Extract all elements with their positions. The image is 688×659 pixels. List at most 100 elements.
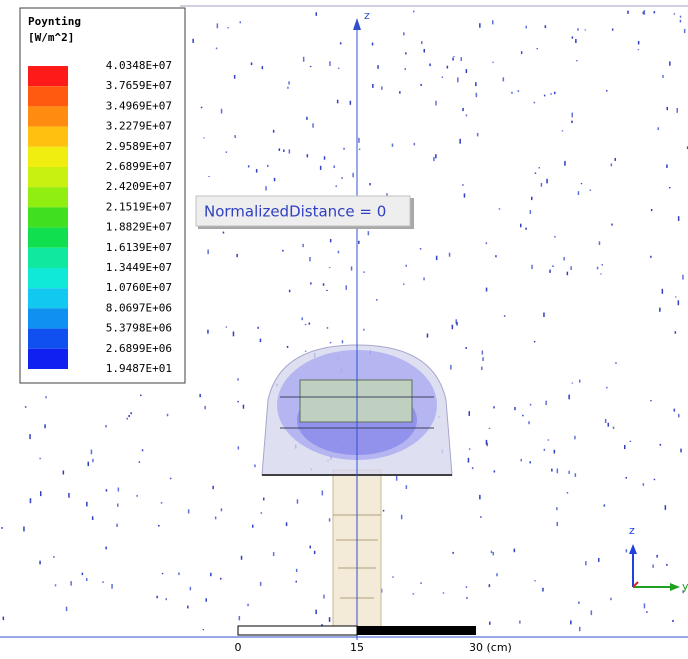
field-vector bbox=[630, 441, 632, 442]
field-vector bbox=[534, 580, 536, 581]
field-vector bbox=[139, 461, 141, 462]
field-vector bbox=[472, 467, 474, 469]
field-vector bbox=[465, 347, 467, 349]
field-vector bbox=[297, 499, 299, 503]
field-vector bbox=[289, 149, 291, 153]
field-vector bbox=[468, 458, 470, 463]
field-vector bbox=[452, 552, 454, 554]
field-vector bbox=[680, 20, 682, 23]
legend-swatch bbox=[28, 349, 68, 369]
field-vector bbox=[511, 92, 513, 94]
field-vector bbox=[598, 558, 600, 562]
field-vector bbox=[521, 51, 523, 54]
field-vector bbox=[406, 265, 408, 267]
field-vector bbox=[579, 627, 581, 631]
field-vector bbox=[572, 36, 574, 38]
field-vector bbox=[396, 476, 398, 481]
field-vector bbox=[486, 242, 488, 244]
field-vector bbox=[330, 239, 332, 242]
field-vector bbox=[624, 445, 626, 449]
field-vector bbox=[53, 556, 55, 557]
field-vector bbox=[238, 446, 240, 449]
field-vector bbox=[677, 108, 679, 113]
field-vector bbox=[669, 61, 671, 65]
field-vector bbox=[372, 84, 374, 88]
field-vector bbox=[203, 137, 205, 138]
field-vector bbox=[405, 68, 407, 69]
field-vector bbox=[136, 495, 138, 497]
field-vector bbox=[550, 93, 552, 95]
field-vector bbox=[590, 190, 592, 191]
field-vector bbox=[521, 459, 523, 462]
field-vector bbox=[243, 405, 245, 409]
field-vector bbox=[289, 290, 291, 293]
field-vector bbox=[223, 232, 225, 234]
legend-label: 1.8829E+07 bbox=[106, 221, 172, 234]
field-vector bbox=[452, 325, 454, 330]
field-vector bbox=[435, 154, 437, 158]
field-vector bbox=[338, 68, 340, 69]
legend-label: 1.6139E+07 bbox=[106, 241, 172, 254]
field-vector bbox=[554, 92, 556, 94]
field-vector bbox=[486, 440, 488, 445]
field-vector bbox=[233, 332, 235, 337]
field-vector bbox=[44, 424, 46, 428]
field-vector bbox=[518, 90, 520, 92]
field-vector bbox=[310, 282, 312, 284]
field-vector bbox=[567, 492, 569, 493]
field-vector bbox=[323, 283, 325, 286]
field-vector bbox=[514, 407, 516, 410]
field-vector bbox=[447, 66, 449, 69]
field-vector bbox=[626, 549, 628, 552]
field-vector bbox=[383, 510, 385, 512]
field-vector bbox=[68, 493, 70, 498]
legend-swatch bbox=[28, 187, 68, 207]
field-vector bbox=[545, 25, 547, 28]
field-vector bbox=[403, 284, 405, 285]
field-vector bbox=[578, 601, 580, 604]
field-vector bbox=[260, 339, 262, 342]
field-vector bbox=[643, 483, 645, 486]
field-vector bbox=[322, 491, 324, 496]
field-vector bbox=[247, 604, 249, 607]
legend-label: 1.0760E+07 bbox=[106, 281, 172, 294]
field-vector bbox=[492, 20, 494, 24]
field-vector bbox=[314, 551, 316, 554]
field-vector bbox=[369, 183, 371, 185]
legend-label: 5.3798E+06 bbox=[106, 322, 172, 335]
field-vector bbox=[351, 266, 353, 270]
field-vector bbox=[274, 178, 276, 181]
legend-swatch bbox=[28, 329, 68, 349]
field-vector bbox=[466, 69, 468, 73]
field-vector bbox=[25, 406, 27, 408]
field-vector bbox=[608, 423, 610, 427]
field-vector bbox=[130, 412, 132, 414]
field-vector bbox=[459, 139, 461, 144]
field-vector bbox=[541, 183, 543, 187]
field-vector bbox=[530, 461, 532, 463]
field-vector bbox=[105, 547, 107, 550]
field-vector bbox=[188, 509, 190, 513]
field-vector bbox=[660, 444, 662, 446]
legend-swatch bbox=[28, 86, 68, 106]
field-vector bbox=[452, 58, 454, 61]
field-vector bbox=[424, 49, 426, 53]
field-vector bbox=[504, 315, 506, 317]
field-vector bbox=[316, 12, 318, 16]
field-vector bbox=[646, 611, 648, 613]
field-vector bbox=[611, 164, 613, 167]
field-vector bbox=[82, 573, 84, 575]
field-vector bbox=[212, 486, 214, 489]
field-vector bbox=[549, 270, 551, 273]
legend-swatch bbox=[28, 207, 68, 227]
field-vector bbox=[476, 93, 478, 97]
field-vector bbox=[363, 271, 365, 273]
field-vector bbox=[282, 250, 284, 252]
field-vector bbox=[346, 285, 348, 290]
scale-label: 30 (cm) bbox=[469, 641, 512, 654]
legend-swatch bbox=[28, 248, 68, 268]
field-vector bbox=[477, 133, 479, 137]
scale-label: 0 bbox=[235, 641, 242, 654]
field-vector bbox=[576, 60, 578, 61]
field-vector bbox=[190, 587, 192, 591]
